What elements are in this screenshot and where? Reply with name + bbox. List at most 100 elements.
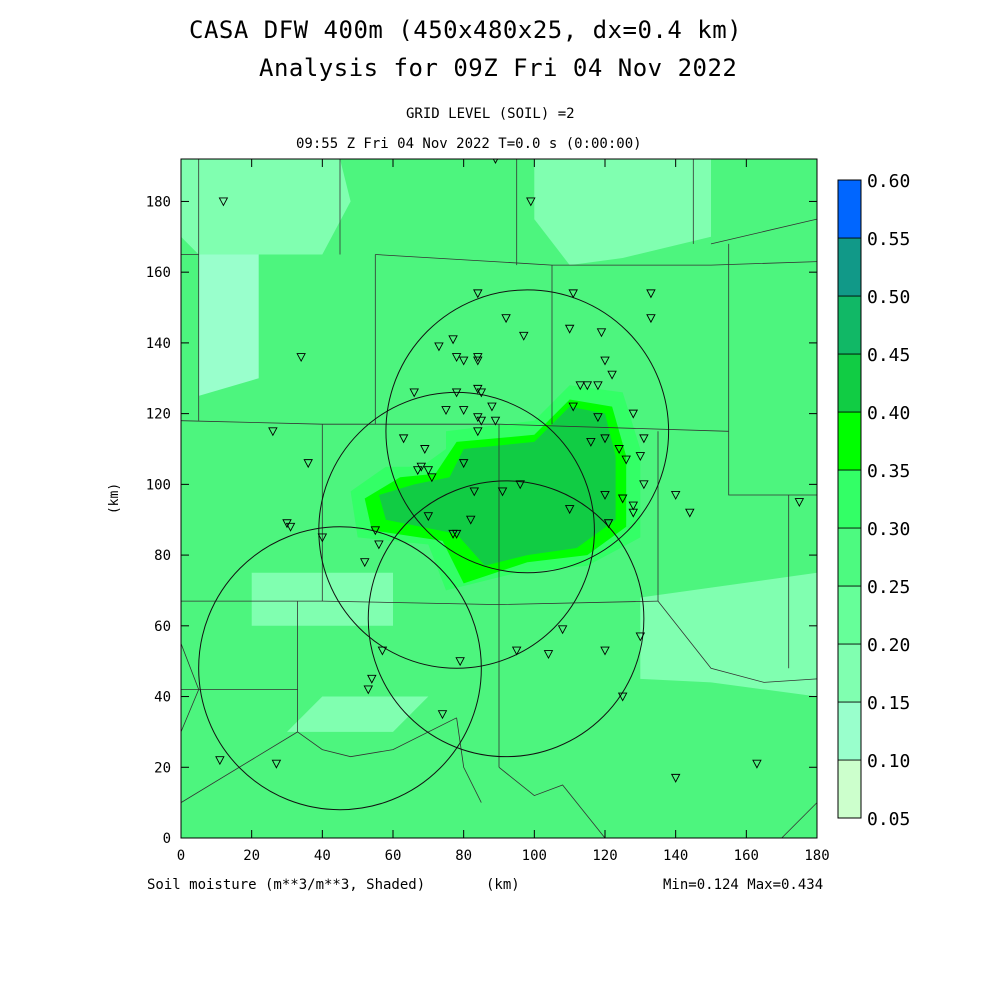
station-marker — [607, 370, 617, 380]
colorbar-swatch — [837, 643, 862, 703]
station-marker — [600, 646, 610, 656]
station-marker — [543, 650, 554, 660]
station-marker — [412, 466, 423, 476]
colorbar-swatch — [837, 179, 862, 239]
station-marker — [218, 197, 229, 207]
colorbar-label: 0.20 — [867, 635, 910, 656]
colorbar-swatch — [837, 237, 862, 297]
station-marker — [586, 437, 596, 447]
y-tick-label: 0 — [163, 831, 171, 847]
station-marker — [614, 445, 624, 454]
station-marker — [370, 526, 381, 536]
station-marker — [377, 646, 388, 656]
plot-frame — [180, 158, 818, 839]
station-marker — [296, 353, 306, 362]
colorbar-swatch — [837, 585, 862, 645]
station-marker — [518, 331, 529, 341]
county-boundary-4 — [375, 254, 817, 266]
grid-level-label: GRID LEVEL (SOIL) =2 — [406, 106, 575, 122]
y-tick-label: 60 — [154, 619, 171, 635]
colorbar-label: 0.30 — [867, 519, 910, 540]
station-marker — [455, 657, 465, 667]
station-marker — [434, 342, 444, 352]
colorbar-label: 0.25 — [867, 577, 910, 598]
station-marker — [359, 558, 370, 568]
station-marker — [752, 759, 762, 769]
x-tick-label: 40 — [314, 848, 331, 864]
station-marker — [515, 480, 525, 490]
station-marker — [639, 480, 649, 490]
station-marker — [317, 533, 328, 543]
station-marker — [458, 459, 469, 469]
x-tick-label: 160 — [734, 848, 759, 864]
station-marker — [600, 356, 610, 366]
station-marker — [367, 674, 377, 684]
station-marker — [487, 402, 497, 412]
station-marker — [568, 402, 578, 412]
station-marker — [423, 466, 434, 476]
station-marker — [635, 452, 646, 462]
station-marker — [635, 632, 646, 642]
plot-area — [181, 159, 817, 838]
field-label: Soil moisture (m**3/m**3, Shaded) — [147, 877, 426, 893]
station-marker — [600, 491, 610, 500]
x-axis-unit-label: (km) — [486, 877, 520, 893]
y-tick-label: 120 — [146, 407, 171, 423]
title-line-2: Analysis for 09Z Fri 04 Nov 2022 — [259, 54, 738, 82]
station-marker — [490, 416, 501, 426]
x-tick-label: 180 — [804, 848, 829, 864]
y-tick-label: 20 — [154, 760, 171, 776]
station-marker — [646, 314, 656, 324]
county-boundary-26 — [498, 766, 606, 838]
station-marker — [582, 381, 593, 391]
colorbar-swatch — [837, 411, 862, 471]
x-tick-label: 60 — [385, 848, 402, 864]
station-marker — [303, 459, 313, 469]
station-marker — [670, 773, 681, 783]
radar-ring-1 — [318, 391, 595, 669]
shaded-region-3 — [640, 572, 817, 697]
station-marker — [451, 529, 462, 539]
min-max-label: Min=0.124 Max=0.434 — [663, 877, 824, 893]
county-boundary-24 — [456, 717, 482, 803]
station-marker — [575, 381, 586, 391]
station-marker — [441, 406, 451, 416]
x-tick-label: 20 — [243, 848, 260, 864]
station-marker — [564, 324, 575, 334]
y-tick-label: 40 — [154, 690, 171, 706]
colorbar-swatch — [837, 701, 862, 761]
station-marker — [593, 413, 603, 423]
county-boundary-27 — [781, 802, 817, 838]
colorbar-label: 0.55 — [867, 229, 910, 250]
station-marker — [451, 353, 462, 362]
station-marker — [473, 427, 483, 437]
radar-ring-2 — [367, 480, 645, 758]
radar-ring-3 — [198, 526, 482, 811]
colorbar-swatch — [837, 527, 862, 587]
x-tick-label: 120 — [592, 848, 617, 864]
y-tick-label: 160 — [146, 265, 171, 281]
shaded-region-8 — [378, 406, 616, 566]
colorbar-label: 0.40 — [867, 403, 910, 424]
station-marker — [628, 508, 639, 518]
station-marker — [646, 289, 656, 299]
colorbar-swatch — [837, 469, 862, 529]
station-marker — [271, 759, 282, 769]
station-marker — [469, 487, 480, 497]
radar-ring-0 — [385, 289, 670, 574]
station-marker — [448, 335, 458, 345]
station-marker — [596, 328, 607, 338]
county-boundary-21 — [181, 643, 200, 733]
station-marker — [557, 625, 568, 635]
station-marker — [451, 388, 462, 398]
station-marker — [794, 498, 805, 507]
station-marker — [420, 445, 430, 454]
station-marker — [465, 515, 476, 525]
colorbar-label: 0.10 — [867, 751, 910, 772]
station-marker — [600, 434, 610, 444]
station-marker — [593, 381, 603, 391]
colorbar-swatch — [837, 353, 862, 413]
y-tick-label: 180 — [146, 194, 171, 210]
